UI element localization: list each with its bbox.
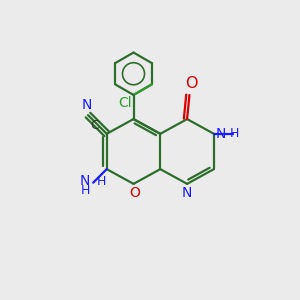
Text: N: N: [79, 174, 90, 188]
Text: H: H: [230, 127, 239, 140]
Text: N: N: [215, 127, 226, 141]
Text: H: H: [97, 175, 106, 188]
Text: Cl: Cl: [118, 96, 132, 110]
Text: C: C: [90, 119, 99, 132]
Text: H: H: [80, 184, 90, 196]
Text: O: O: [186, 76, 198, 91]
Text: N: N: [182, 186, 192, 200]
Text: N: N: [82, 98, 92, 112]
Text: O: O: [130, 186, 140, 200]
